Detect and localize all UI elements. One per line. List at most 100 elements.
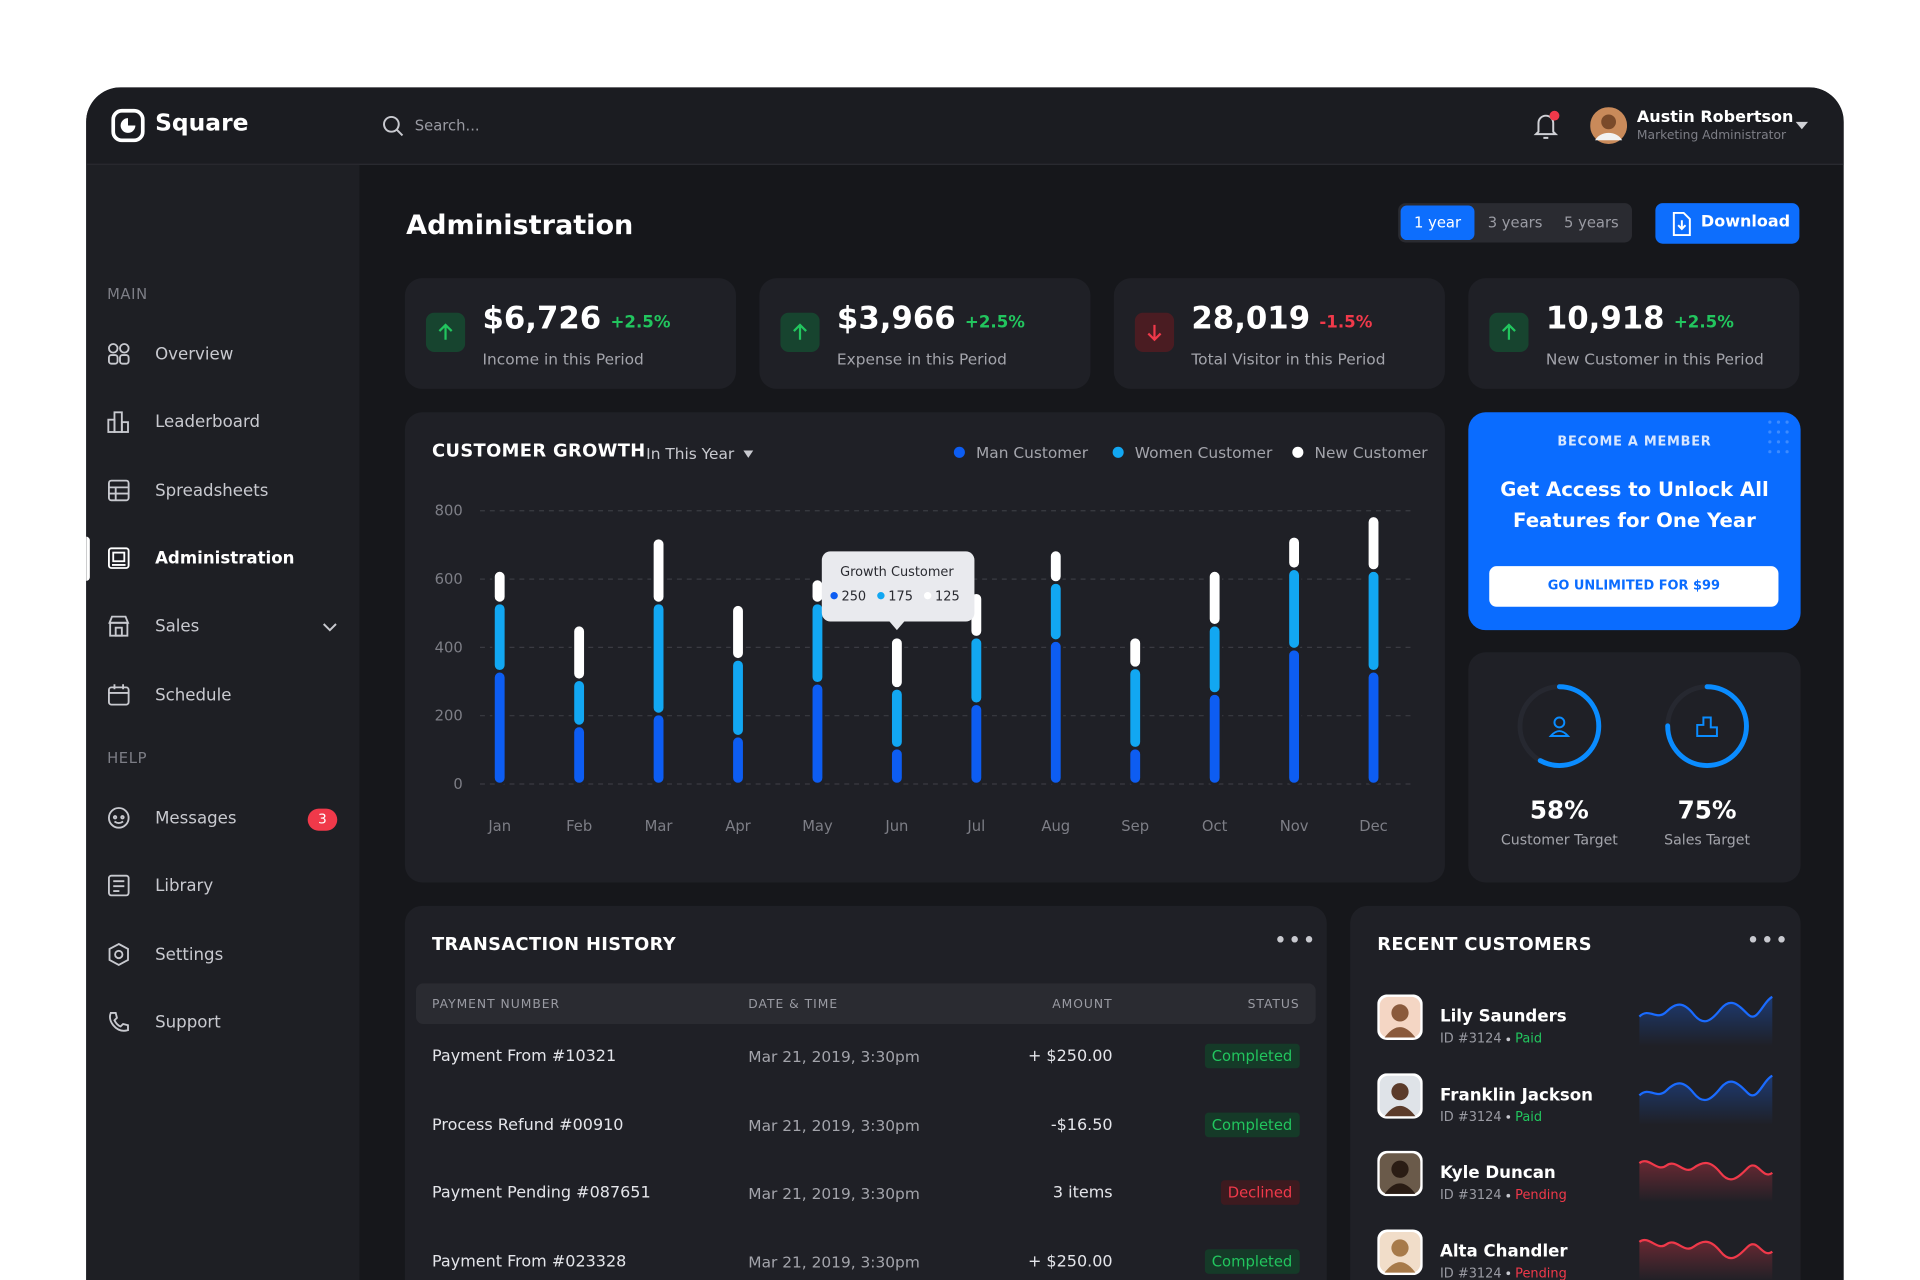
stat-value: $6,726 <box>482 300 602 336</box>
customers-card: RECENT CUSTOMERS ••• Lily Saunders ID #31… <box>1350 905 1801 1280</box>
nav-item[interactable]: Library <box>155 876 214 896</box>
column-header: PAYMENT NUMBER <box>431 998 561 1012</box>
table-cell: -$16.50 <box>1050 1115 1113 1135</box>
search-icon <box>383 115 404 137</box>
nav-icon <box>107 479 130 502</box>
stat-label: Expense in this Period <box>836 349 1007 368</box>
customer-meta: ID #3124 Paid <box>1440 1110 1542 1125</box>
transaction-menu[interactable]: ••• <box>1273 927 1317 954</box>
x-tick-label: Aug <box>1041 818 1070 835</box>
legend-dot <box>953 446 965 458</box>
decoration <box>1549 110 1560 121</box>
bar-segment <box>810 682 825 786</box>
chart-filter[interactable]: In This Year <box>646 444 735 463</box>
customer-avatar <box>1377 1228 1423 1275</box>
period-option[interactable]: 5 years <box>1563 214 1619 232</box>
decoration <box>1785 450 1789 454</box>
nav-icon <box>107 684 130 706</box>
notification-bell[interactable] <box>1531 110 1563 142</box>
decoration <box>1768 450 1772 454</box>
tooltip-dot <box>923 591 932 600</box>
customers-menu[interactable]: ••• <box>1746 927 1790 954</box>
membership-button[interactable]: GO UNLIMITED FOR $99 <box>1489 566 1779 607</box>
bar-segment <box>1127 635 1143 670</box>
nav-item[interactable]: Settings <box>155 945 224 965</box>
decoration <box>396 129 404 137</box>
targets-card <box>1468 652 1801 883</box>
customer-avatar <box>1377 1072 1423 1119</box>
nav-item[interactable]: Leaderboard <box>155 412 261 432</box>
download-button[interactable]: Download <box>1655 203 1800 244</box>
bar-segment <box>492 569 508 605</box>
tooltip-dot <box>877 591 885 600</box>
nav-item[interactable]: Schedule <box>155 685 232 706</box>
tooltip-dot <box>830 591 838 600</box>
stat-label: Total Visitor in this Period <box>1191 349 1386 368</box>
chart-title: CUSTOMER GROWTH <box>431 441 646 462</box>
bar-segment <box>651 536 666 605</box>
decoration <box>109 1011 129 1032</box>
filter-caret[interactable] <box>742 449 754 459</box>
decoration <box>1384 1183 1416 1194</box>
nav-item[interactable]: Messages <box>155 808 237 829</box>
user-avatar[interactable] <box>1590 107 1628 144</box>
nav-icon <box>109 1011 129 1032</box>
decoration <box>119 343 130 354</box>
decoration <box>1768 420 1789 454</box>
table-cell: Mar 21, 2019, 3:30pm <box>748 1115 920 1135</box>
period-option[interactable]: 1 year <box>1400 205 1475 240</box>
transaction-card: TRANSACTION HISTORY ••• PAYMENT NUMBER DA… <box>404 905 1327 1280</box>
nav-item[interactable]: Spreadsheets <box>155 481 269 501</box>
table-cell: Mar 21, 2019, 3:30pm <box>748 1183 920 1203</box>
x-tick-label: Apr <box>725 818 751 835</box>
decoration <box>107 479 130 502</box>
bar-segment <box>651 601 666 716</box>
customer-name: Alta Chandler <box>1439 1241 1568 1261</box>
search-input[interactable]: Search... <box>414 116 480 135</box>
stat-value: $3,966 <box>836 300 956 336</box>
bar-segment <box>1207 623 1223 695</box>
logo-icon <box>111 108 145 143</box>
decoration <box>109 621 129 637</box>
target-label: Sales Target <box>1664 832 1750 848</box>
target-rings: 58% Customer Target 75% Sales Target <box>1501 684 1750 848</box>
stat-value: 28,019 <box>1191 300 1311 336</box>
nav-item[interactable]: Overview <box>155 344 234 365</box>
expand-chevron[interactable] <box>321 622 338 634</box>
bar-segment <box>889 746 905 786</box>
legend-label: Women Customer <box>1134 443 1273 462</box>
bar-segment <box>889 687 905 750</box>
bar-segment <box>1286 647 1302 786</box>
x-tick-label: Mar <box>645 818 674 835</box>
table-cell: Payment From #10321 <box>431 1047 617 1066</box>
nav-item[interactable]: Administration <box>155 548 295 569</box>
period-option[interactable]: 3 years <box>1487 214 1543 232</box>
column-header: STATUS <box>1247 998 1300 1012</box>
customer-name: Franklin Jackson <box>1439 1084 1594 1105</box>
stat-change: -1.5% <box>1319 312 1373 333</box>
decoration <box>1391 1004 1409 1022</box>
decoration <box>1672 211 1691 237</box>
customer-meta: ID #3124 Pending <box>1440 1266 1567 1280</box>
nav-item[interactable]: Support <box>155 1012 221 1033</box>
decoration <box>793 323 807 340</box>
x-tick-label: May <box>802 818 833 835</box>
user-menu-caret[interactable] <box>1794 119 1809 131</box>
decoration <box>383 115 400 133</box>
message-badge: 3 <box>307 808 338 831</box>
nav-icon <box>108 615 130 637</box>
customer-status: Pending <box>1515 1265 1567 1280</box>
decoration <box>107 807 130 829</box>
decoration <box>1776 420 1781 424</box>
decoration <box>1147 324 1162 342</box>
y-tick-label: 800 <box>435 503 463 520</box>
decoration <box>1391 1082 1409 1100</box>
tooltip-value: 125 <box>935 590 960 605</box>
x-tick-label: Nov <box>1280 818 1309 835</box>
bar-segment <box>810 577 825 605</box>
customer-avatar <box>1377 994 1423 1040</box>
stat-card: $3,966 +2.5% Expense in this Period <box>759 278 1091 389</box>
nav-item[interactable]: Sales <box>155 616 200 637</box>
nav-icon <box>107 874 130 897</box>
y-tick-label: 0 <box>453 776 462 793</box>
